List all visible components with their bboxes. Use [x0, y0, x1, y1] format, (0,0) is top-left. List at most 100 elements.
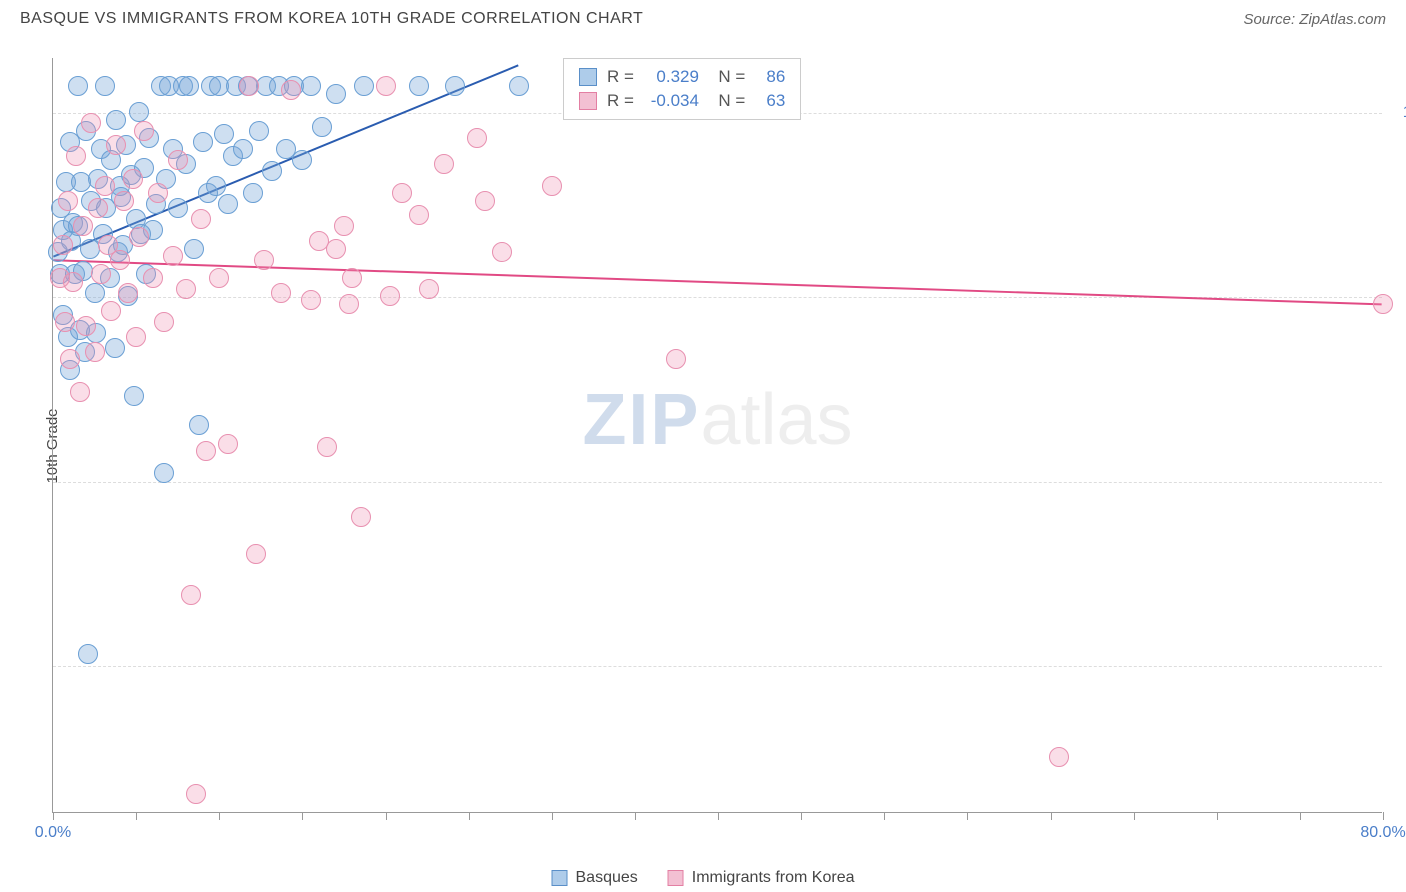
- data-point: [475, 191, 495, 211]
- data-point: [334, 216, 354, 236]
- data-point: [63, 272, 83, 292]
- data-point: [55, 312, 75, 332]
- data-point: [419, 279, 439, 299]
- xtick: [53, 812, 54, 820]
- ytick-label: 85.0%: [1387, 657, 1406, 675]
- data-point: [101, 301, 121, 321]
- stats-row: R =-0.034 N =63: [579, 89, 785, 113]
- legend-label: Immigrants from Korea: [692, 869, 855, 887]
- legend-bottom: BasquesImmigrants from Korea: [552, 869, 855, 887]
- data-point: [1049, 747, 1069, 767]
- data-point: [326, 239, 346, 259]
- xtick: [469, 812, 470, 820]
- data-point: [163, 246, 183, 266]
- data-point: [301, 290, 321, 310]
- data-point: [271, 283, 291, 303]
- stats-r-value: 0.329: [644, 67, 699, 87]
- data-point: [95, 176, 115, 196]
- data-point: [509, 76, 529, 96]
- data-point: [206, 176, 226, 196]
- data-point: [154, 312, 174, 332]
- data-point: [409, 205, 429, 225]
- data-point: [209, 268, 229, 288]
- xtick: [1051, 812, 1052, 820]
- data-point: [542, 176, 562, 196]
- data-point: [189, 415, 209, 435]
- data-point: [492, 242, 512, 262]
- stats-r-value: -0.034: [644, 91, 699, 111]
- data-point: [193, 132, 213, 152]
- legend-swatch-icon: [668, 870, 684, 886]
- data-point: [666, 349, 686, 369]
- xtick: [302, 812, 303, 820]
- data-point: [281, 80, 301, 100]
- data-point: [312, 117, 332, 137]
- data-point: [218, 194, 238, 214]
- stats-row: R =0.329 N =86: [579, 65, 785, 89]
- xtick: [1134, 812, 1135, 820]
- legend-swatch-icon: [579, 92, 597, 110]
- data-point: [254, 250, 274, 270]
- data-point: [106, 110, 126, 130]
- data-point: [246, 544, 266, 564]
- data-point: [126, 327, 146, 347]
- chart-source: Source: ZipAtlas.com: [1243, 11, 1386, 28]
- data-point: [143, 268, 163, 288]
- data-point: [196, 441, 216, 461]
- data-point: [434, 154, 454, 174]
- xtick: [552, 812, 553, 820]
- stats-n-value: 86: [755, 67, 785, 87]
- data-point: [249, 121, 269, 141]
- data-point: [70, 382, 90, 402]
- data-point: [467, 128, 487, 148]
- xtick: [967, 812, 968, 820]
- data-point: [129, 102, 149, 122]
- data-point: [85, 283, 105, 303]
- data-point: [392, 183, 412, 203]
- data-point: [110, 250, 130, 270]
- data-point: [191, 209, 211, 229]
- xtick: [1217, 812, 1218, 820]
- data-point: [85, 342, 105, 362]
- data-point: [168, 150, 188, 170]
- chart-title: BASQUE VS IMMIGRANTS FROM KOREA 10TH GRA…: [20, 10, 643, 28]
- xtick: [801, 812, 802, 820]
- xtick: [884, 812, 885, 820]
- xtick: [386, 812, 387, 820]
- data-point: [351, 507, 371, 527]
- data-point: [1373, 294, 1393, 314]
- data-point: [148, 183, 168, 203]
- data-point: [409, 76, 429, 96]
- data-point: [78, 644, 98, 664]
- data-point: [60, 349, 80, 369]
- data-point: [129, 227, 149, 247]
- xtick: [1300, 812, 1301, 820]
- chart-header: BASQUE VS IMMIGRANTS FROM KOREA 10TH GRA…: [0, 0, 1406, 38]
- data-point: [317, 437, 337, 457]
- data-point: [106, 135, 126, 155]
- data-point: [239, 76, 259, 96]
- trendlines-layer: [53, 58, 1382, 812]
- stats-n-value: 63: [755, 91, 785, 111]
- stats-box: R =0.329 N =86R =-0.034 N =63: [563, 58, 801, 120]
- data-point: [214, 124, 234, 144]
- stats-r-label: R =: [607, 91, 634, 111]
- gridline: [53, 666, 1382, 667]
- stats-n-label: N =: [709, 67, 745, 87]
- data-point: [95, 76, 115, 96]
- data-point: [233, 139, 253, 159]
- data-point: [105, 338, 125, 358]
- data-point: [81, 113, 101, 133]
- gridline: [53, 482, 1382, 483]
- data-point: [181, 585, 201, 605]
- scatter-chart: ZIPatlas 85.0%90.0%95.0%100.0%0.0%80.0%R…: [52, 58, 1382, 813]
- xtick-label: 0.0%: [35, 824, 71, 842]
- data-point: [176, 279, 196, 299]
- data-point: [262, 161, 282, 181]
- data-point: [118, 283, 138, 303]
- data-point: [218, 434, 238, 454]
- data-point: [243, 183, 263, 203]
- data-point: [123, 169, 143, 189]
- data-point: [354, 76, 374, 96]
- xtick: [219, 812, 220, 820]
